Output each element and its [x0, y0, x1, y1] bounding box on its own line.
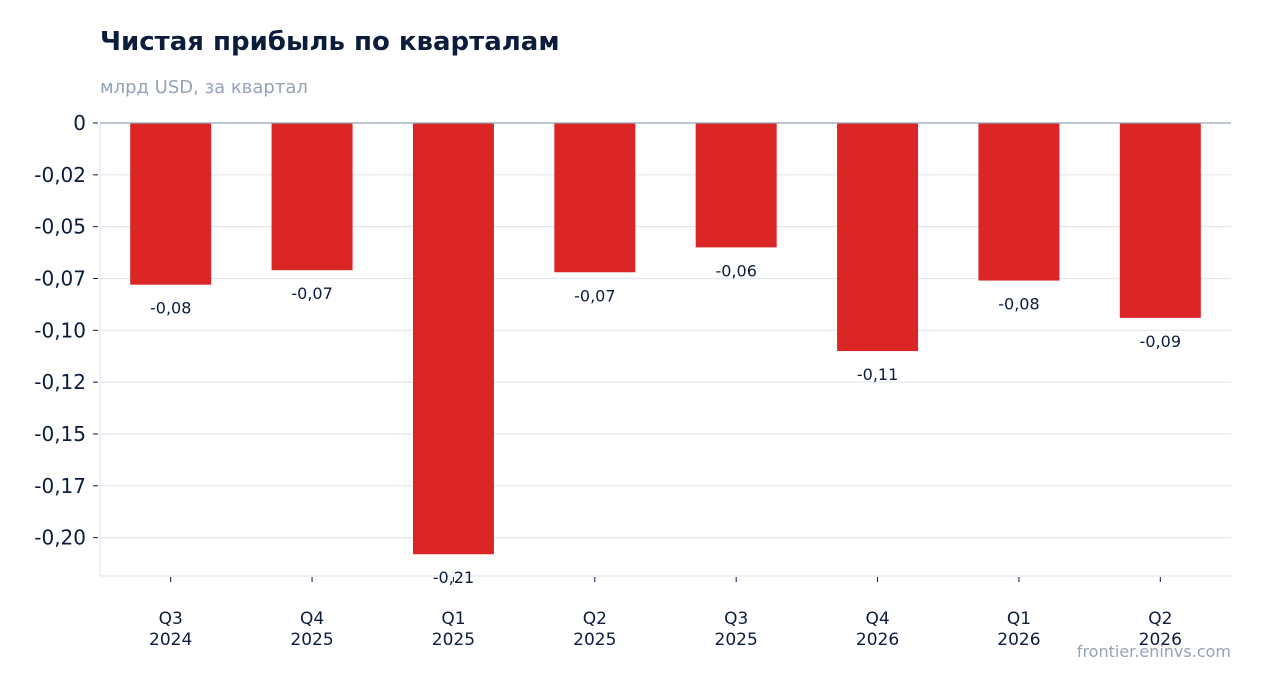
x-tick-label: Q2	[583, 609, 607, 629]
bar-data-label: -0,08	[150, 299, 191, 318]
x-tick-label: Q3	[159, 609, 183, 629]
x-tick-label: Q1	[441, 609, 465, 629]
x-tick-label: Q3	[724, 609, 748, 629]
bar	[978, 123, 1060, 281]
bar-data-label: -0,11	[857, 365, 898, 384]
x-tick-label: 2025	[290, 630, 333, 650]
bar-data-label: -0,07	[291, 284, 332, 303]
y-tick-label: -0,17	[34, 474, 86, 498]
y-tick-label: -0,12	[34, 370, 86, 394]
x-tick-label: Q4	[865, 609, 889, 629]
bar	[130, 123, 212, 285]
y-tick-label: -0,15	[34, 422, 86, 446]
x-tick-label: Q1	[1007, 609, 1031, 629]
x-tick-label: 2025	[432, 630, 475, 650]
bar	[695, 123, 777, 248]
bar	[1119, 123, 1201, 318]
bar	[271, 123, 353, 271]
chart-title: Чистая прибыль по кварталам	[100, 27, 560, 57]
bar-data-label: -0,07	[574, 286, 615, 305]
x-tick-label: Q4	[300, 609, 324, 629]
x-tick-label: 2026	[1139, 630, 1182, 650]
x-tick-label: 2024	[149, 630, 192, 650]
x-tick-label: 2026	[997, 630, 1040, 650]
y-tick-label: -0,07	[34, 266, 86, 290]
bar-data-label: -0,06	[715, 261, 756, 280]
x-tick-label: 2025	[573, 630, 616, 650]
y-tick-label: -0,02	[34, 163, 86, 187]
bar	[412, 123, 494, 555]
x-tick-label: 2026	[856, 630, 899, 650]
chart-subtitle: млрд USD, за квартал	[100, 77, 308, 98]
x-tick-label: Q2	[1148, 609, 1172, 629]
y-tick-label: -0,05	[34, 215, 86, 239]
bar	[554, 123, 636, 273]
source-credit: frontier.eninvs.com	[1076, 642, 1231, 661]
bar	[837, 123, 919, 352]
x-tick-label: 2025	[715, 630, 758, 650]
y-tick-label: 0	[73, 111, 86, 135]
bar-data-label: -0,08	[998, 295, 1039, 314]
y-tick-label: -0,20	[34, 526, 86, 550]
bar-data-label: -0,09	[1140, 332, 1181, 351]
y-tick-label: -0,10	[34, 318, 86, 342]
